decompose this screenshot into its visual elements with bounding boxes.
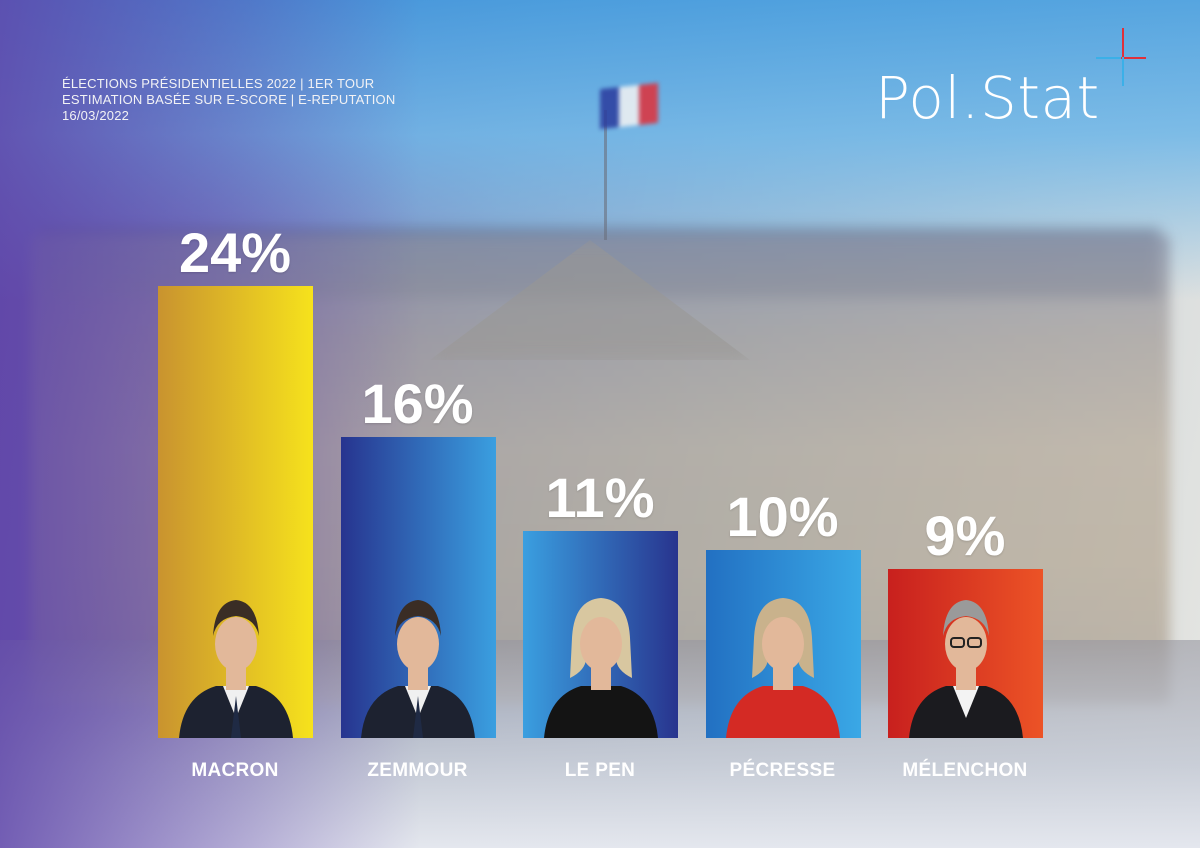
woman-red-jacket-icon [718, 578, 848, 738]
header-title: ÉLECTIONS PRÉSIDENTIELLES 2022 | 1ER TOU… [62, 76, 375, 91]
bar-value-label: 10% [726, 484, 839, 548]
bar-macron [158, 286, 313, 738]
header-date: 16/03/2022 [62, 108, 130, 123]
french-flag-icon [600, 82, 658, 130]
bar-le-pen [523, 530, 678, 738]
chart-header: ÉLECTIONS PRÉSIDENTIELLES 2022 | 1ER TOU… [62, 76, 395, 124]
category-label: MÉLENCHON [902, 760, 1028, 781]
bar-value-label: 11% [545, 465, 655, 529]
bar-p-cresse [705, 549, 861, 738]
logo-cross-icon [1096, 28, 1146, 86]
category-label: ZEMMOUR [367, 760, 468, 781]
category-label: LE PEN [564, 760, 636, 781]
man-glasses-icon [901, 578, 1031, 738]
bar-m-lenchon [888, 568, 1043, 738]
man-dark-suit-icon [171, 578, 301, 738]
category-label: PÉCRESSE [729, 760, 836, 781]
bar-zemmour [340, 436, 496, 738]
bar-value-label: 9% [924, 503, 1006, 567]
flagpole [604, 110, 607, 240]
man-dark-suit-icon [353, 578, 483, 738]
woman-blonde-icon [536, 578, 666, 738]
header-subtitle: ESTIMATION BASÉE SUR E-SCORE | E-REPUTAT… [62, 92, 396, 107]
bar-value-label: 24% [178, 221, 292, 284]
polstat-logo: Pol.Stat [875, 64, 1100, 132]
bar-value-label: 16% [361, 371, 474, 435]
category-label: MACRON [191, 760, 279, 781]
